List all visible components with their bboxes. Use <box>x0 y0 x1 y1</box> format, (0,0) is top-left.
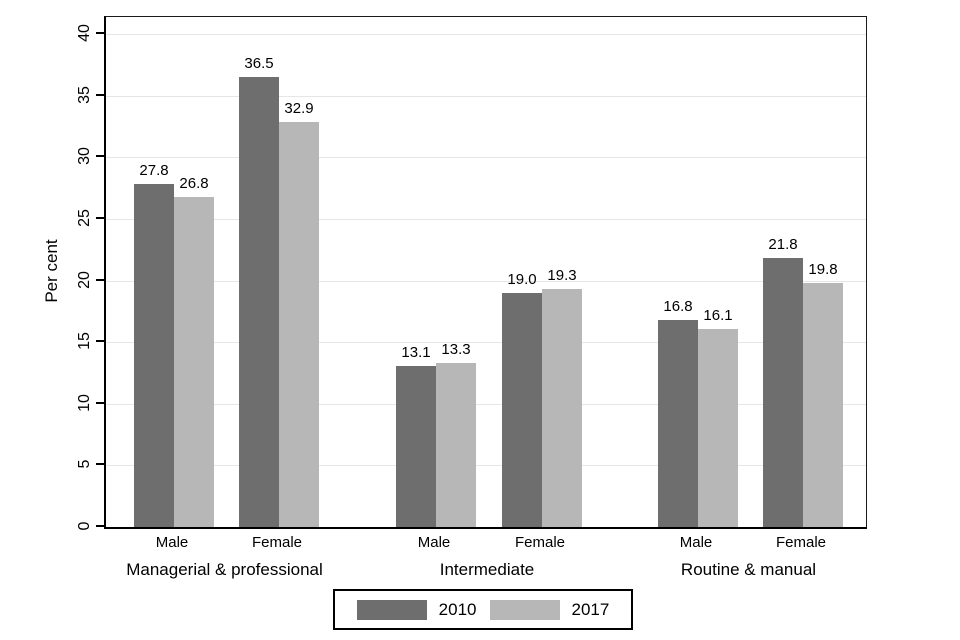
bar-2010-male-g2 <box>658 319 698 527</box>
y-tick-5 <box>96 463 104 466</box>
bar-value-label: 16.8 <box>663 297 693 315</box>
bar-2010-female-g0 <box>239 77 279 527</box>
bar-value-label: 26.8 <box>179 174 209 192</box>
bar-value-label: 19.8 <box>808 260 838 278</box>
y-tick-40 <box>96 32 104 34</box>
legend-swatch-2017 <box>489 599 560 620</box>
gridline-20 <box>106 280 866 282</box>
bar-value-label: 21.8 <box>768 236 798 254</box>
bar-2010-male-g0 <box>134 184 174 527</box>
y-tick-30 <box>96 155 104 158</box>
bar-value-label: 32.9 <box>284 99 314 117</box>
x-category-label-male-g2: Male <box>679 534 713 551</box>
gridline-15 <box>106 342 866 344</box>
legend-label-2017: 2017 <box>571 600 610 619</box>
bar-value-label: 13.1 <box>401 343 431 361</box>
bar-2017-female-g2 <box>803 282 843 527</box>
gridline-25 <box>106 218 866 220</box>
plot-area: 27.8 26.8 36.5 32.9 13.1 13.3 19.0 19.3 16.8 16.1… <box>104 16 867 529</box>
x-category-label-female-g0: Female <box>251 534 303 551</box>
bar-2017-male-g2 <box>698 328 738 527</box>
gridline-40 <box>106 34 866 35</box>
y-tick-20 <box>96 278 104 281</box>
bar-value-label: 16.1 <box>703 306 733 324</box>
bar-2010-female-g1 <box>502 292 542 527</box>
x-category-label-male-g0: Male <box>155 534 189 551</box>
bar-value-label: 36.5 <box>244 55 274 73</box>
bar-2017-female-g0 <box>279 121 319 527</box>
y-tick-15 <box>96 340 104 343</box>
bar-value-label: 19.0 <box>507 270 537 288</box>
bar-value-label: 13.3 <box>441 341 471 359</box>
y-tick-25 <box>96 216 104 219</box>
bar-2017-male-g1 <box>436 363 476 527</box>
gridline-10 <box>106 403 866 405</box>
legend-item-2010: 2010 <box>356 599 477 620</box>
gridline-35 <box>106 95 866 97</box>
bar-2017-male-g0 <box>174 196 214 527</box>
bar-value-label: 19.3 <box>547 267 577 285</box>
bar-value-label: 27.8 <box>139 162 169 180</box>
x-group-label-1: Intermediate <box>439 560 535 579</box>
bars-layer: 27.8 26.8 36.5 32.9 13.1 13.3 19.0 19.3 16.8 16.1… <box>106 17 866 527</box>
bar-2010-male-g1 <box>396 365 436 527</box>
bar-2017-female-g1 <box>542 289 582 527</box>
x-category-label-female-g2: Female <box>775 534 827 551</box>
bar-2010-female-g2 <box>763 258 803 527</box>
x-category-label-male-g1: Male <box>417 534 451 551</box>
x-group-label-2: Routine & manual <box>680 560 817 579</box>
y-tick-0 <box>96 525 104 527</box>
y-tick-10 <box>96 401 104 404</box>
x-group-label-0: Managerial & professional <box>126 560 323 579</box>
legend-swatch-2010 <box>356 599 427 620</box>
y-tick-35 <box>96 93 104 96</box>
legend: 2010 2017 <box>333 589 633 630</box>
legend-label-2010: 2010 <box>438 600 477 619</box>
gridline-30 <box>106 157 866 159</box>
x-category-label-female-g1: Female <box>514 534 566 551</box>
gridline-layer <box>106 17 866 527</box>
gridline-5 <box>106 465 866 467</box>
legend-item-2017: 2017 <box>489 599 610 620</box>
